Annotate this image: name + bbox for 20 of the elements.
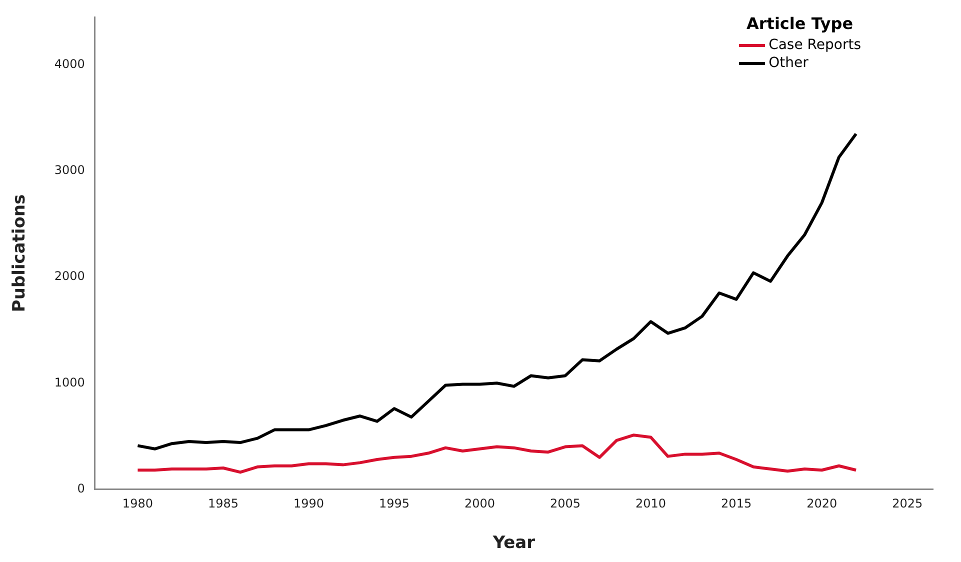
x-tick-label: 2010 xyxy=(636,496,666,511)
y-tick-label: 2000 xyxy=(54,269,85,284)
x-tick-label: 2005 xyxy=(550,496,581,511)
legend-label: Case Reports xyxy=(768,36,861,54)
y-tick-label: 4000 xyxy=(54,57,85,72)
y-tick-label: 3000 xyxy=(54,163,85,178)
x-tick-label: 1985 xyxy=(208,496,238,511)
y-tick-label: 0 xyxy=(77,481,85,496)
x-tick-label: 2000 xyxy=(464,496,496,511)
x-tick-label: 1995 xyxy=(378,496,410,511)
x-tick-label: 1980 xyxy=(122,496,153,511)
x-tick-label: 1990 xyxy=(293,496,324,511)
x-tick-label: 2015 xyxy=(721,496,752,511)
y-axis-title: Publications xyxy=(10,194,30,312)
x-axis-title: Year xyxy=(492,533,536,554)
legend-label: Other xyxy=(768,54,808,72)
legend-title: Article Type xyxy=(746,14,854,33)
y-tick-label: 1000 xyxy=(54,375,85,390)
x-tick-label: 2025 xyxy=(892,496,923,511)
x-tick-label: 2020 xyxy=(806,496,838,511)
